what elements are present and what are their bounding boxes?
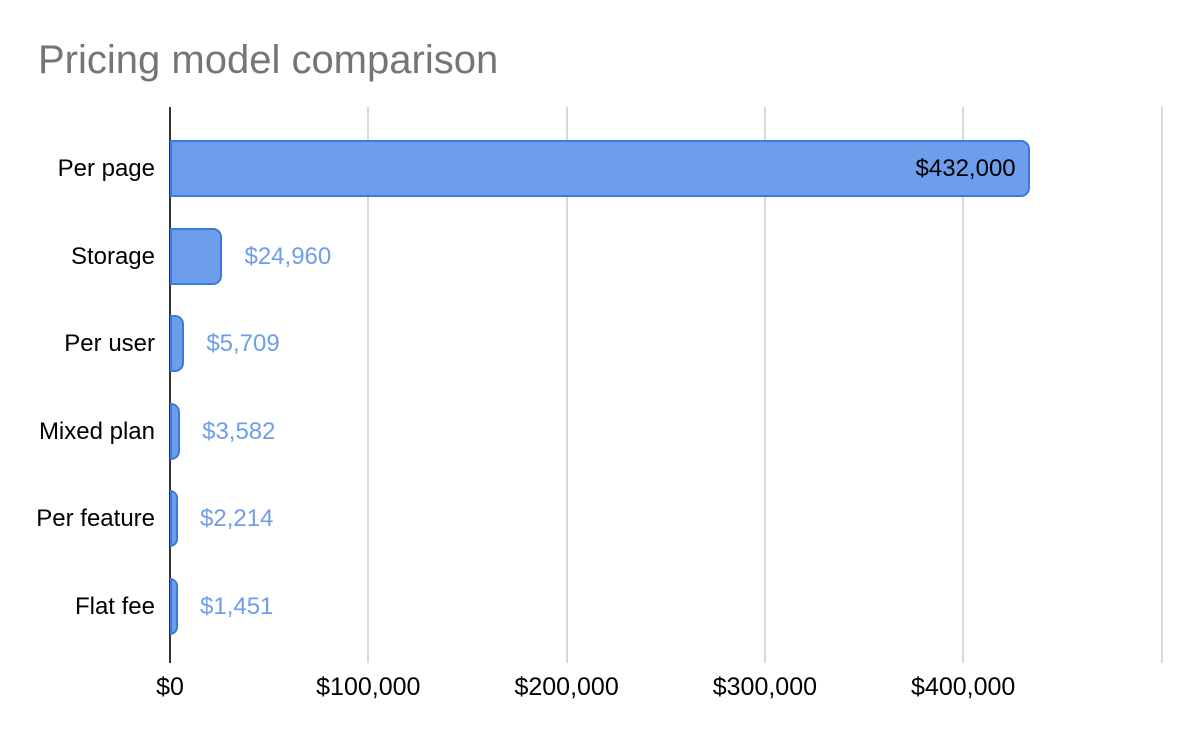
bar-storage [170,227,223,285]
category-label: Storage [70,242,155,270]
bar-mixed-plan [170,402,181,460]
bar-flat-fee [170,578,178,635]
category-label: Per page [57,155,155,182]
value-label: $1,451 [200,593,274,620]
gridline [962,107,965,663]
x-tick-label: $100,000 [316,673,421,701]
gridline [763,107,766,663]
value-label: $24,960 [244,242,332,270]
category-label: Per user [64,330,155,358]
x-tick-label: $200,000 [514,673,619,701]
value-label: $432,000 [915,155,1016,182]
category-label: Flat fee [74,593,155,620]
gridline [1160,107,1163,663]
x-tick-label: $400,000 [911,673,1016,701]
category-label: Mixed plan [38,417,155,445]
bar-per-page [170,140,1030,197]
x-tick-label: $300,000 [712,673,818,701]
y-axis-line [169,107,171,663]
value-label: $5,709 [206,330,280,358]
value-label: $2,214 [200,505,274,533]
bar-per-user [170,315,185,373]
category-label: Per feature [36,505,155,533]
x-tick-label: $0 [156,673,184,701]
gridline [565,107,568,663]
chart-title: Pricing model comparison [38,38,499,82]
gridline [367,107,370,663]
bar-per-feature [170,490,178,548]
value-label: $3,582 [202,417,276,445]
